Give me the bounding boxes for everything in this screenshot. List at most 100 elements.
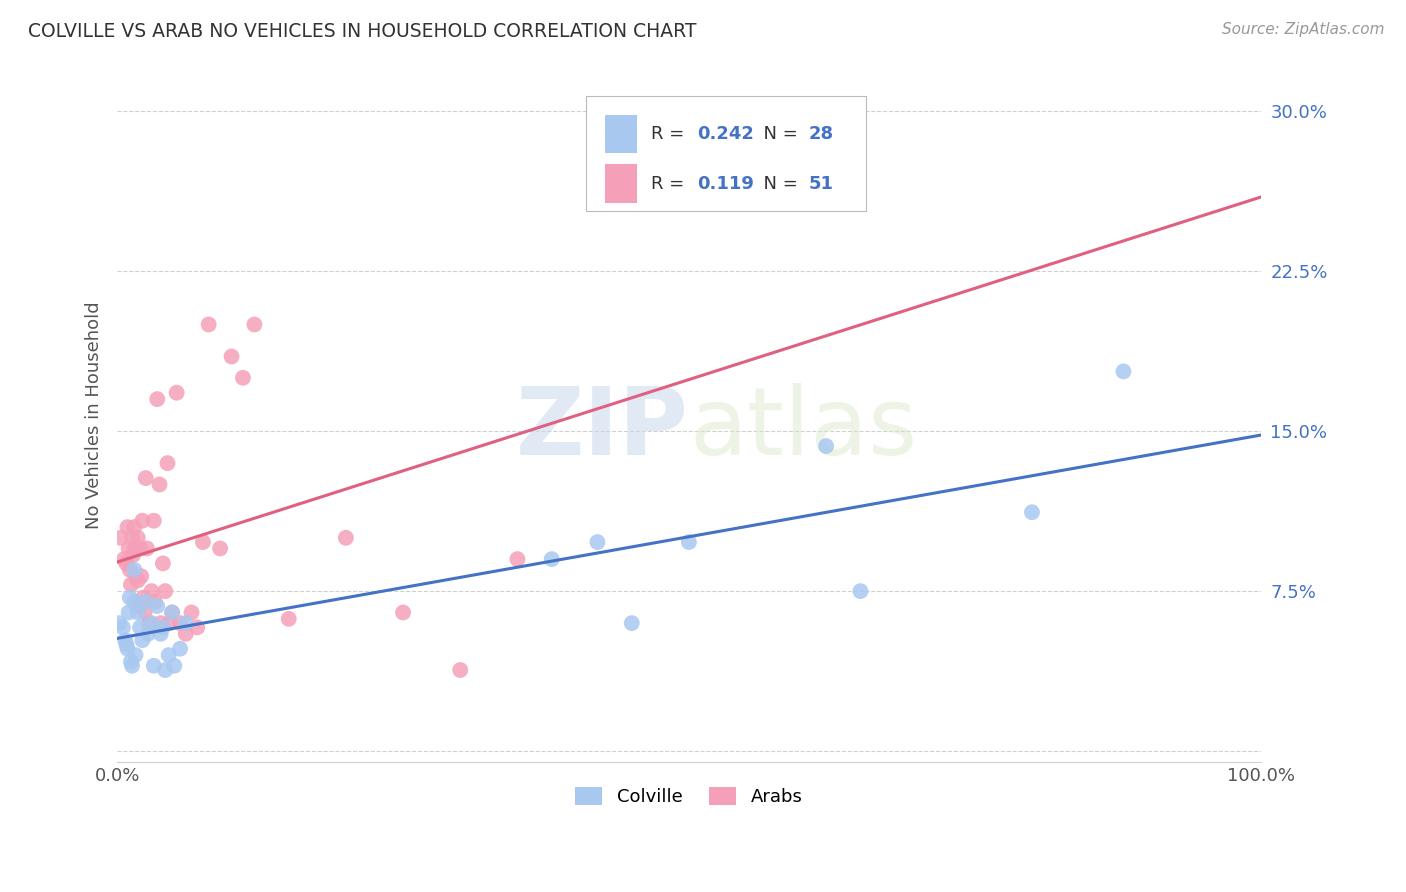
Text: ZIP: ZIP	[516, 383, 689, 475]
Point	[135, 471, 157, 485]
Text: N =: N =	[752, 175, 803, 193]
Text: 0.242: 0.242	[697, 125, 754, 143]
Point	[127, 606, 149, 620]
Point	[117, 641, 139, 656]
Point	[122, 548, 145, 562]
Text: Source: ZipAtlas.com: Source: ZipAtlas.com	[1222, 22, 1385, 37]
Point	[160, 606, 183, 620]
Point	[124, 595, 146, 609]
Point	[169, 641, 191, 656]
Point	[159, 616, 181, 631]
Point	[108, 616, 131, 631]
Point	[128, 599, 150, 613]
Point	[152, 557, 174, 571]
Point	[157, 648, 180, 662]
Point	[131, 633, 153, 648]
Point	[186, 620, 208, 634]
Point	[146, 599, 169, 613]
Point	[232, 371, 254, 385]
Y-axis label: No Vehicles in Household: No Vehicles in Household	[86, 301, 103, 529]
FancyBboxPatch shape	[606, 164, 637, 202]
Point	[849, 584, 872, 599]
Point	[121, 658, 143, 673]
Text: N =: N =	[752, 125, 803, 143]
Point	[163, 658, 186, 673]
Text: COLVILLE VS ARAB NO VEHICLES IN HOUSEHOLD CORRELATION CHART: COLVILLE VS ARAB NO VEHICLES IN HOUSEHOL…	[28, 22, 696, 41]
Text: atlas: atlas	[689, 383, 917, 475]
FancyBboxPatch shape	[606, 115, 637, 153]
Point	[169, 616, 191, 631]
Point	[149, 627, 172, 641]
Point	[160, 606, 183, 620]
Point	[110, 531, 132, 545]
Text: R =: R =	[651, 175, 696, 193]
Point	[115, 557, 138, 571]
Point	[155, 663, 177, 677]
Point	[121, 531, 143, 545]
Point	[148, 477, 170, 491]
Point	[127, 574, 149, 588]
Point	[124, 648, 146, 662]
Point	[114, 633, 136, 648]
Point	[1112, 364, 1135, 378]
Point	[127, 531, 149, 545]
Point	[142, 514, 165, 528]
Point	[129, 569, 152, 583]
Point	[152, 620, 174, 634]
Point	[221, 350, 243, 364]
Legend: Colville, Arabs: Colville, Arabs	[567, 778, 811, 815]
Point	[335, 531, 357, 545]
Point	[141, 584, 163, 599]
Point	[392, 606, 415, 620]
Point	[124, 520, 146, 534]
Point	[142, 658, 165, 673]
Point	[135, 541, 157, 556]
Point	[117, 541, 139, 556]
Point	[131, 514, 153, 528]
Point	[129, 541, 152, 556]
Point	[449, 663, 471, 677]
Point	[149, 616, 172, 631]
Point	[1021, 505, 1043, 519]
Text: 51: 51	[808, 175, 834, 193]
Point	[506, 552, 529, 566]
Point	[540, 552, 562, 566]
Point	[815, 439, 838, 453]
Point	[243, 318, 266, 332]
Point	[155, 584, 177, 599]
Point	[166, 385, 188, 400]
Text: 0.119: 0.119	[697, 175, 754, 193]
Point	[124, 563, 146, 577]
Point	[146, 392, 169, 406]
Point	[197, 318, 219, 332]
Text: R =: R =	[651, 125, 690, 143]
Point	[134, 606, 156, 620]
Point	[620, 126, 643, 140]
Point	[129, 620, 152, 634]
Point	[180, 606, 202, 620]
Point	[115, 637, 138, 651]
Point	[135, 595, 157, 609]
Point	[124, 569, 146, 583]
Point	[174, 616, 197, 631]
Point	[174, 627, 197, 641]
Point	[111, 620, 134, 634]
Point	[586, 535, 609, 549]
Point	[117, 606, 139, 620]
Point	[136, 627, 159, 641]
Point	[112, 552, 135, 566]
Point	[277, 612, 299, 626]
Point	[124, 541, 146, 556]
Point	[138, 616, 160, 631]
Point	[120, 655, 142, 669]
Point	[120, 578, 142, 592]
FancyBboxPatch shape	[586, 96, 866, 211]
Point	[132, 591, 155, 605]
Point	[156, 456, 179, 470]
Point	[117, 520, 139, 534]
Point	[118, 563, 141, 577]
Point	[191, 535, 214, 549]
Text: 28: 28	[808, 125, 834, 143]
Point	[678, 535, 700, 549]
Point	[143, 595, 166, 609]
